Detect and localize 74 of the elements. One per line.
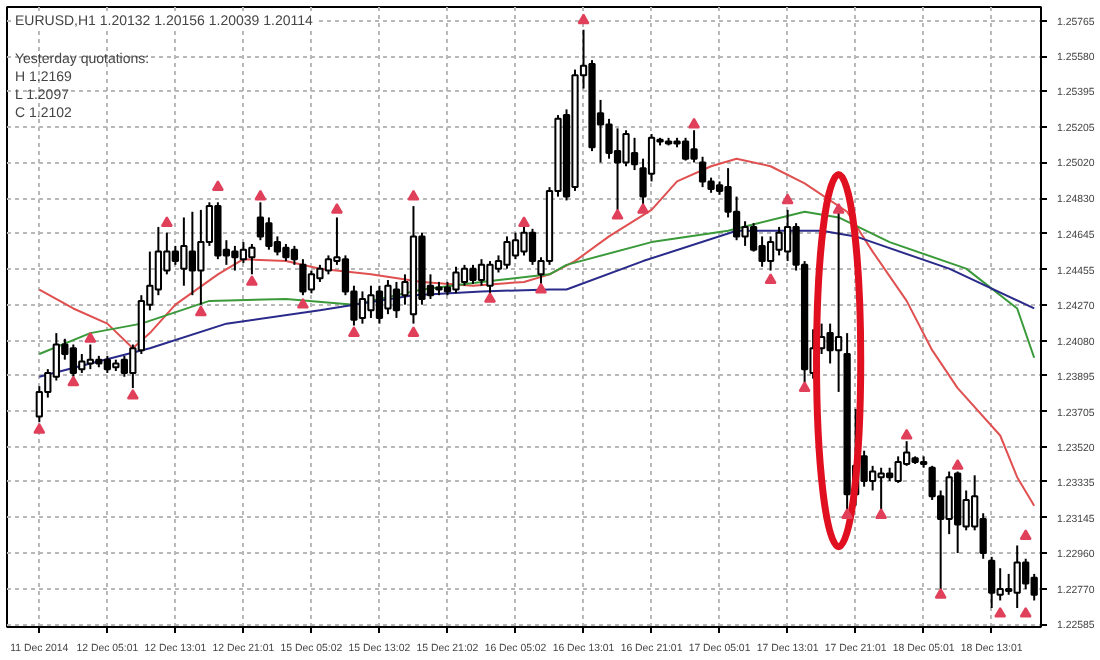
point <box>841 508 854 520</box>
candlestick <box>477 258 486 287</box>
candlestick <box>1022 557 1030 591</box>
candlestick <box>375 284 384 325</box>
line-series <box>38 157 1036 507</box>
candlestick <box>367 284 375 319</box>
candlestick <box>988 555 996 610</box>
point <box>194 305 207 317</box>
candlestick <box>783 208 792 263</box>
point <box>483 292 496 303</box>
candlestick <box>324 254 333 276</box>
point <box>934 587 947 599</box>
candlestick <box>384 279 392 316</box>
candlestick <box>460 263 469 287</box>
candlestick <box>239 241 248 264</box>
point <box>688 117 701 129</box>
point <box>577 13 590 25</box>
candlestick <box>945 470 953 536</box>
point <box>764 273 777 284</box>
point <box>611 208 624 220</box>
candlestick <box>690 129 698 164</box>
candlestick <box>188 210 197 297</box>
point <box>900 428 913 440</box>
point <box>67 375 80 387</box>
point <box>1019 529 1032 540</box>
candlestick <box>78 352 86 374</box>
candlestick <box>86 343 94 371</box>
point <box>160 216 173 228</box>
candlestick <box>197 208 205 306</box>
point <box>347 326 360 337</box>
candlestick <box>307 269 316 295</box>
candlestick <box>180 216 188 287</box>
candlestick <box>120 354 128 378</box>
candlestick <box>766 235 775 272</box>
candlestick <box>681 136 690 162</box>
point <box>254 189 267 201</box>
point <box>126 388 139 400</box>
candlestick <box>826 322 834 365</box>
point <box>245 275 258 286</box>
point <box>33 423 46 434</box>
candlestick <box>299 258 307 297</box>
point <box>994 606 1007 618</box>
point <box>832 203 845 214</box>
point <box>875 508 888 520</box>
candlestick <box>248 243 256 276</box>
candlestick <box>511 231 520 261</box>
line-series <box>38 210 1036 359</box>
candlestick <box>290 244 299 266</box>
point <box>535 282 548 294</box>
candlestick <box>256 201 265 242</box>
point <box>637 203 650 214</box>
point <box>781 193 794 205</box>
candlestick <box>698 155 707 189</box>
candlestick <box>996 567 1004 602</box>
point <box>518 216 530 228</box>
point <box>330 203 343 214</box>
candlestick <box>358 290 367 325</box>
candlestick <box>392 280 401 319</box>
candlestick <box>894 455 902 484</box>
candlestick <box>469 263 477 285</box>
candlestick <box>860 449 868 488</box>
point <box>951 459 964 470</box>
candlestick <box>452 265 460 295</box>
point <box>798 381 811 392</box>
candlestick <box>231 244 239 272</box>
point <box>211 180 224 192</box>
point <box>84 332 97 343</box>
point <box>296 297 309 309</box>
candlestick <box>265 216 273 251</box>
candlestick <box>503 235 511 270</box>
point <box>1019 606 1032 618</box>
point <box>407 189 420 201</box>
point <box>407 326 420 337</box>
candlestick <box>1013 544 1021 610</box>
